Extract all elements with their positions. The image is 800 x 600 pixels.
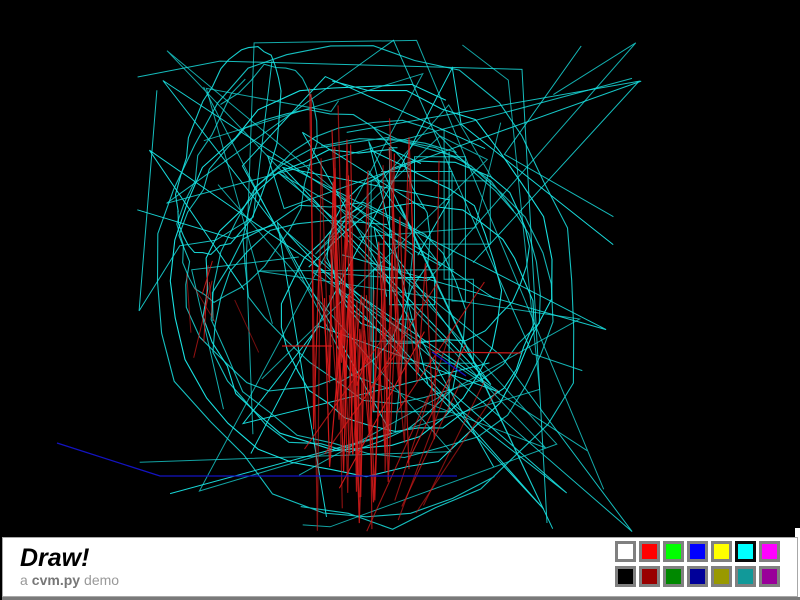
pen-stroke [395,281,485,414]
pen-stroke [503,45,614,218]
pen-stroke [354,283,438,413]
color-swatch-00ff00[interactable] [663,541,684,562]
pen-stroke [350,153,395,437]
pen-stroke [137,60,548,524]
color-swatch-ffffff[interactable] [615,541,636,562]
pen-stroke [366,395,429,532]
palette-row [615,566,780,587]
pen-stroke [186,273,192,333]
color-swatch-000099[interactable] [687,566,708,587]
pen-stroke [386,129,474,364]
pen-stroke [346,80,641,263]
pen-stroke [245,39,605,490]
pen-stroke [156,45,575,530]
color-swatch-ff00ff[interactable] [759,541,780,562]
pen-stroke [431,351,522,354]
drawing-canvas[interactable] [0,0,800,537]
pen-stroke [324,345,403,455]
pen-stroke [308,87,343,531]
pen-stroke [338,331,425,489]
color-swatch-00ffff[interactable] [735,541,756,562]
subtitle-suffix: demo [84,572,120,588]
pen-stroke [365,216,410,501]
pen-stroke [280,202,535,433]
pen-stroke [191,256,299,410]
pen-stroke [208,282,213,316]
pen-stroke [388,137,440,440]
pen-stroke [56,442,457,477]
pen-stroke [406,344,467,463]
pen-stroke [139,184,452,463]
color-swatch-990099[interactable] [759,566,780,587]
page-subtitle: a cvm.py demo [20,572,119,588]
footer-titles: Draw! a cvm.py demo [3,538,119,588]
palette-row [615,541,780,562]
color-swatch-0000ff[interactable] [687,541,708,562]
color-swatch-ff0000[interactable] [639,541,660,562]
pen-stroke [388,118,418,381]
pen-stroke [382,165,418,472]
pen-stroke [358,122,502,238]
pen-stroke [337,232,365,498]
color-swatch-119999[interactable] [735,566,756,587]
pen-stroke [331,129,386,524]
pen-stroke [266,80,642,331]
page-title: Draw! [20,544,90,572]
pen-stroke [261,104,493,380]
color-swatch-008800[interactable] [663,566,684,587]
pen-stroke [311,42,637,452]
color-swatch-000000[interactable] [615,566,636,587]
pen-stroke [328,295,365,455]
footer-bottom-band [2,597,800,600]
pen-stroke [302,207,558,528]
pen-stroke [169,75,486,495]
color-palette [615,541,780,591]
pen-stroke [277,170,633,532]
pen-stroke [431,351,467,377]
pen-stroke [174,46,282,256]
pen-stroke [276,220,544,517]
color-swatch-999900[interactable] [711,566,732,587]
pen-stroke [202,148,503,452]
footer-bar: Draw! a cvm.py demo [2,537,798,597]
pen-stroke [422,381,485,506]
pen-stroke [372,151,450,413]
pen-stroke [198,44,541,492]
color-swatch-ffff00[interactable] [711,541,732,562]
pen-stroke [394,332,451,501]
pen-stroke [304,326,392,450]
pen-stroke [205,87,340,324]
pen-stroke [323,298,349,468]
pen-stroke [193,280,213,358]
pen-stroke [203,265,209,343]
subtitle-prefix: a [20,572,28,588]
pen-stroke [176,63,318,304]
subtitle-brand: cvm.py [31,572,81,588]
pen-stroke [401,383,461,507]
color-swatch-990000[interactable] [639,566,660,587]
pen-stroke [193,287,216,323]
pen-stroke [350,144,402,492]
pen-stroke [415,389,499,514]
pen-stroke [234,299,260,353]
